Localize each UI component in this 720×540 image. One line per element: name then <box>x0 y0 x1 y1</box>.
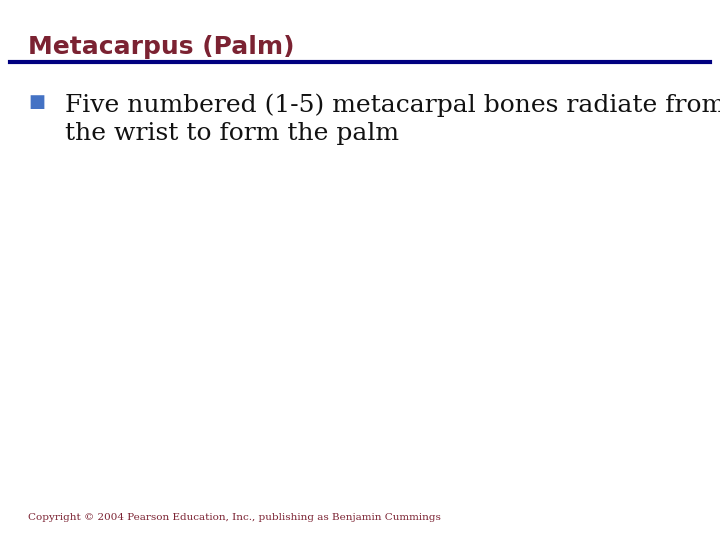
Text: Copyright © 2004 Pearson Education, Inc., publishing as Benjamin Cummings: Copyright © 2004 Pearson Education, Inc.… <box>28 513 441 522</box>
Text: the wrist to form the palm: the wrist to form the palm <box>65 122 399 145</box>
Text: Five numbered (1-5) metacarpal bones radiate from: Five numbered (1-5) metacarpal bones rad… <box>65 93 720 117</box>
Text: ■: ■ <box>28 93 45 111</box>
Text: Metacarpus (Palm): Metacarpus (Palm) <box>28 35 294 59</box>
